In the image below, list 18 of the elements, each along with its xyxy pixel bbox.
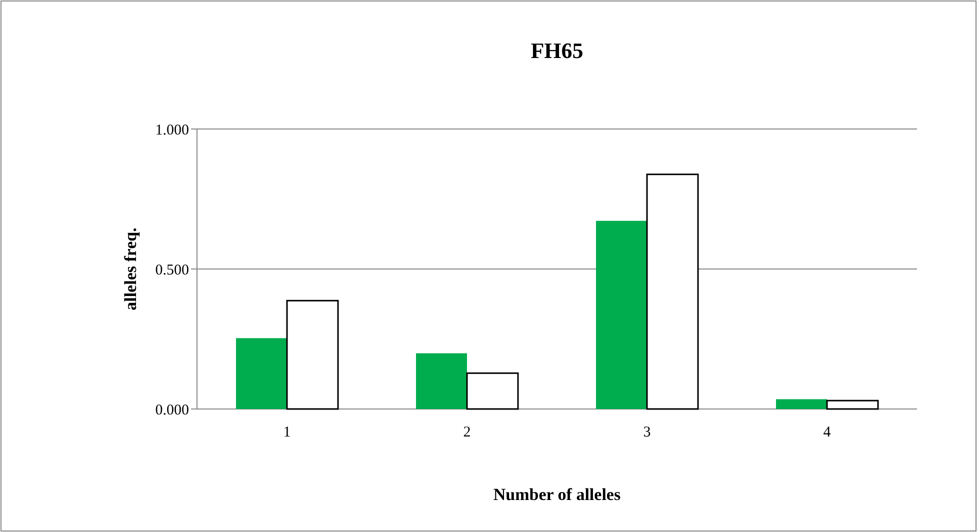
bar	[826, 400, 879, 410]
chart-title: FH65	[530, 38, 584, 63]
x-tick-label: 4	[823, 424, 832, 440]
bar	[646, 174, 699, 410]
y-tick-label: 0.000	[155, 402, 189, 418]
bar	[416, 353, 467, 409]
y-tick-label: 1.000	[155, 122, 189, 138]
x-tick-label: 3	[643, 424, 651, 440]
x-axis-title: Number of alleles	[493, 485, 621, 504]
bar	[466, 372, 519, 410]
bar	[286, 300, 339, 410]
y-axis-title: alleles freq.	[121, 228, 140, 310]
x-tick-label: 2	[463, 424, 471, 440]
bar	[236, 338, 287, 409]
y-tick-label: 0.500	[155, 262, 189, 278]
bar	[596, 220, 647, 409]
bar	[776, 399, 827, 409]
x-tick-label: 1	[283, 424, 291, 440]
